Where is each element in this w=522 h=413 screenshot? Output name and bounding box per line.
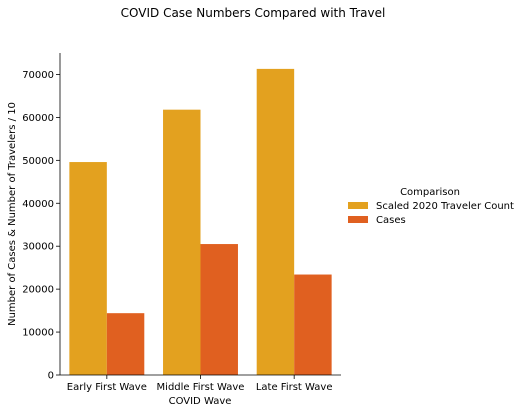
bar-traveler-count-3	[256, 68, 295, 376]
x-tick-label: Late First Wave	[256, 382, 333, 393]
y-ticks: 0 10000 20000 30000 40000 50000 60000 70000	[22, 70, 60, 382]
y-tick-label: 30000	[22, 242, 54, 253]
bar-traveler-count-2	[163, 109, 201, 375]
legend: Comparison Scaled 2020 Traveler Count Cas…	[348, 187, 514, 226]
bar-traveler-count-1	[69, 162, 107, 375]
bar-cases-2	[200, 244, 238, 375]
bar-cases-3	[294, 274, 332, 375]
y-tick-label: 20000	[22, 285, 54, 296]
y-tick-label: 10000	[22, 328, 54, 339]
y-axis-label: Number of Cases & Number of Travelers / …	[7, 102, 18, 326]
bars	[69, 68, 332, 376]
y-tick-label: 60000	[22, 113, 54, 124]
y-tick-label: 0	[48, 371, 54, 382]
legend-swatch	[348, 202, 368, 209]
legend-label: Cases	[376, 215, 406, 226]
legend-label: Scaled 2020 Traveler Count	[376, 201, 514, 212]
legend-swatch	[348, 216, 368, 223]
bar-cases-1	[106, 313, 145, 375]
y-tick-label: 50000	[22, 156, 54, 167]
legend-title: Comparison	[400, 187, 460, 198]
x-tick-label: Middle First Wave	[157, 382, 245, 393]
y-tick-label: 70000	[22, 70, 54, 81]
x-ticks: Early First Wave Middle First Wave Late Fi…	[67, 375, 333, 393]
x-tick-label: Early First Wave	[67, 382, 147, 393]
x-axis-label: COVID Wave	[169, 396, 232, 407]
y-tick-label: 40000	[22, 199, 54, 210]
chart-title: COVID Case Numbers Compared with Travel	[121, 6, 386, 20]
